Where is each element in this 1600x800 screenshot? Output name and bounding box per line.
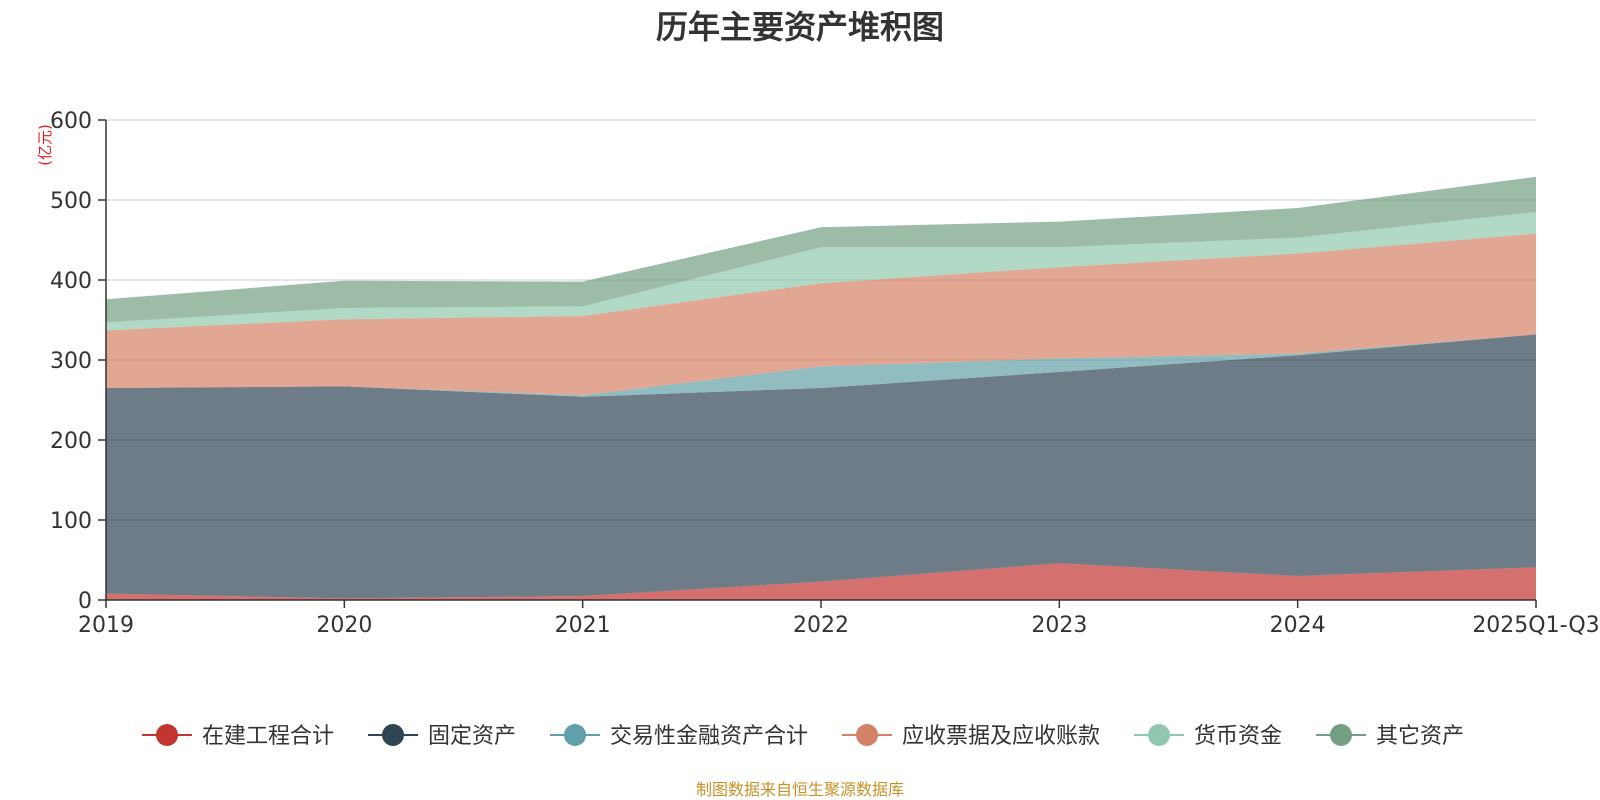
y-tick-label: 400 (50, 269, 92, 294)
source-note: 制图数据来自恒生聚源数据库 (696, 780, 904, 799)
legend-item-1[interactable]: 固定资产 (368, 724, 516, 749)
chart-title: 历年主要资产堆积图 (656, 8, 944, 46)
area-series-4[interactable] (106, 212, 1536, 331)
x-tick-label: 2019 (78, 613, 134, 638)
x-tick-label: 2022 (793, 613, 849, 638)
area-series-5[interactable] (106, 176, 1536, 323)
y-tick-label: 0 (78, 589, 92, 614)
x-tick-label: 2021 (555, 613, 611, 638)
legend-label: 货币资金 (1194, 724, 1282, 749)
y-tick-label: 200 (50, 429, 92, 454)
y-tick-label: 100 (50, 509, 92, 534)
legend-label: 应收票据及应收账款 (902, 724, 1100, 749)
legend-item-5[interactable]: 其它资产 (1316, 724, 1464, 749)
x-tick-label: 2020 (316, 613, 372, 638)
plot-area (106, 176, 1536, 600)
legend-item-2[interactable]: 交易性金融资产合计 (550, 724, 808, 749)
legend-label: 在建工程合计 (202, 724, 334, 749)
x-tick-label: 2023 (1031, 613, 1087, 638)
area-series-3[interactable] (106, 233, 1536, 396)
y-tick-label: 300 (50, 349, 92, 374)
y-tick-label: 600 (50, 109, 92, 134)
legend-item-4[interactable]: 货币资金 (1134, 724, 1282, 749)
legend-label: 其它资产 (1376, 724, 1464, 749)
legend-marker (156, 724, 178, 746)
legend-marker (1330, 724, 1352, 746)
legend-item-0[interactable]: 在建工程合计 (142, 724, 334, 749)
y-axis-unit: (亿元) (36, 124, 54, 166)
legend-marker (856, 724, 878, 746)
area-series-2[interactable] (106, 334, 1536, 397)
legend-marker (564, 724, 586, 746)
legend-marker (382, 724, 404, 746)
y-tick-label: 500 (50, 189, 92, 214)
ticks: 0 100 200 300 400 500 600 2019 2020 2021 2022 2023 2… (50, 109, 1600, 638)
x-tick-label: 2025Q1-Q3 (1472, 613, 1599, 638)
legend-marker (1148, 724, 1170, 746)
x-tick-label: 2024 (1270, 613, 1326, 638)
legend-label: 交易性金融资产合计 (610, 724, 808, 749)
legend-item-3[interactable]: 应收票据及应收账款 (842, 724, 1100, 749)
area-series-1[interactable] (106, 334, 1536, 599)
legend: 在建工程合计 固定资产 交易性金融资产合计 应收票据及应收账款 货币资金 其它资产 (142, 724, 1464, 749)
legend-label: 固定资产 (428, 724, 516, 749)
